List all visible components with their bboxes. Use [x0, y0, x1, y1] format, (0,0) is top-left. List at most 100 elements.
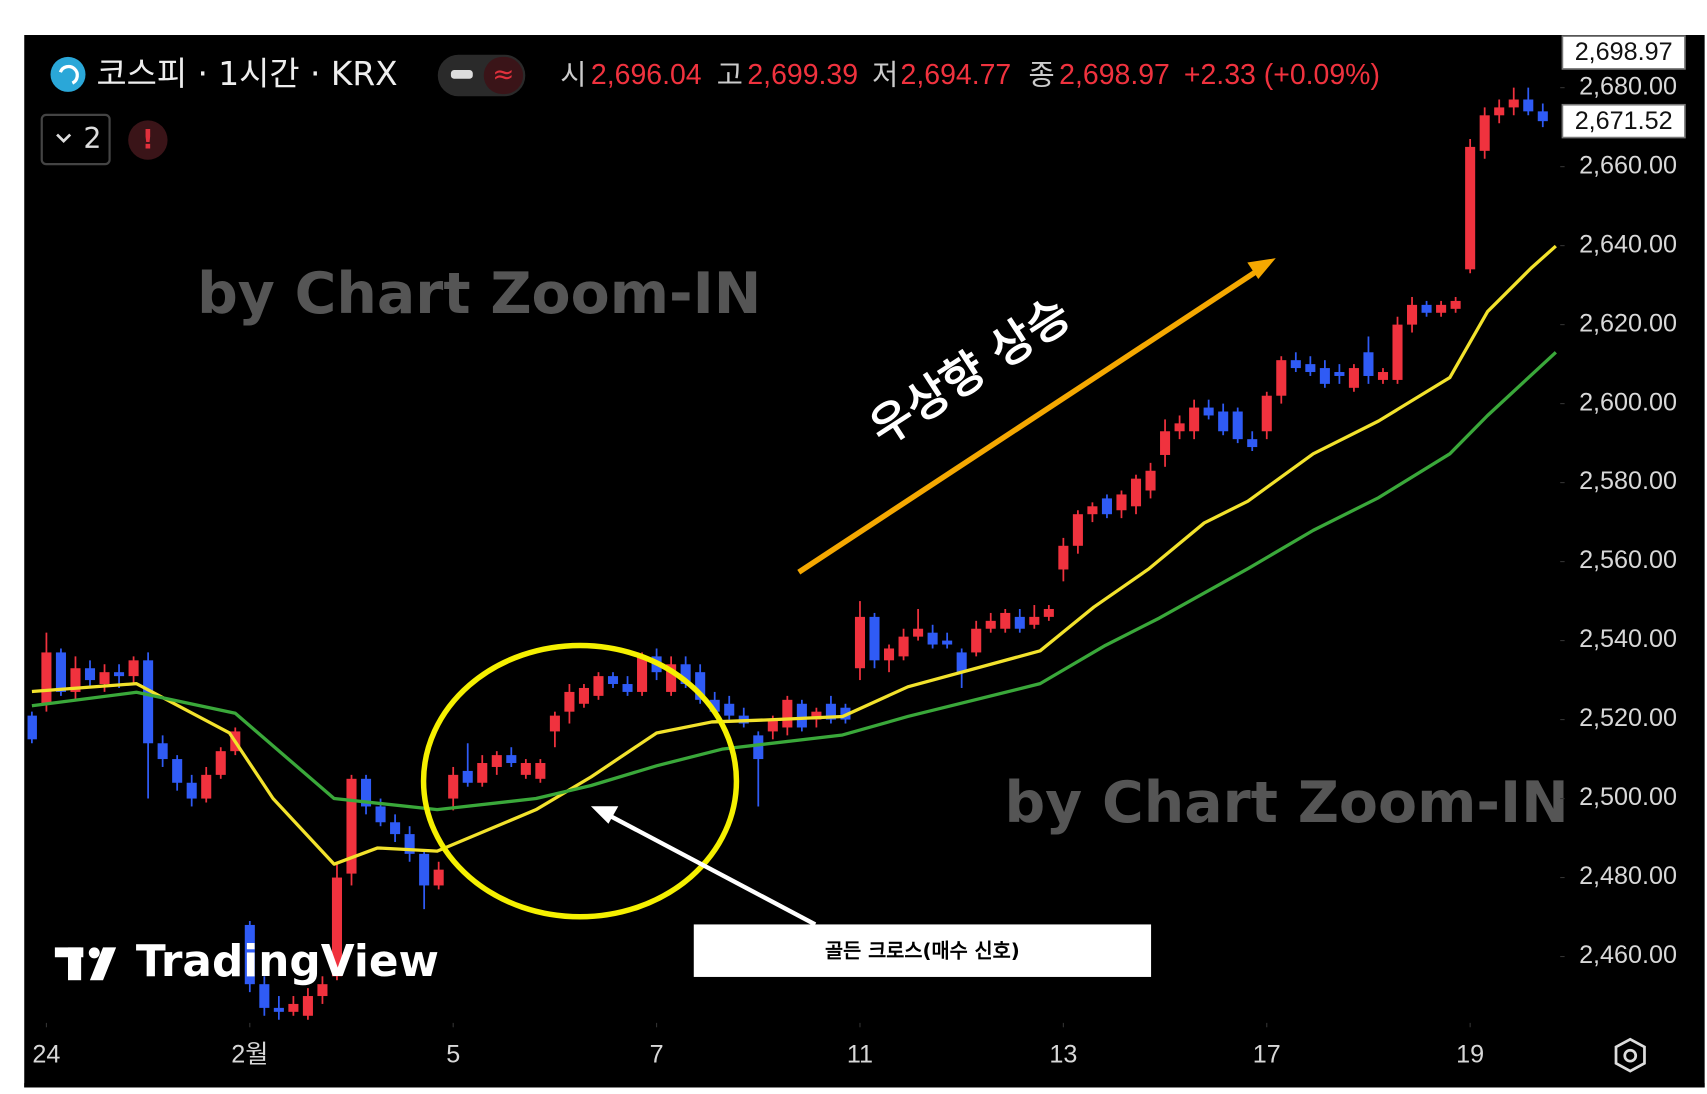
alert-icon[interactable] [128, 120, 168, 160]
candle-body [1072, 514, 1083, 546]
candle-body [1348, 368, 1359, 388]
candle-body [1465, 146, 1476, 270]
candle-body [607, 676, 619, 685]
candle-body [201, 774, 212, 799]
candle-body [1537, 111, 1548, 122]
settings-icon-center [1623, 1048, 1638, 1063]
candle-body [1218, 411, 1229, 432]
candle-body [1392, 324, 1403, 380]
ohlc-label: 종 [1029, 59, 1055, 92]
candle-body [1145, 470, 1156, 491]
candle-body [622, 684, 633, 692]
trend-arrow [797, 267, 1260, 575]
candle-body [331, 877, 343, 977]
y-tick-label: 2,560.00 [1579, 546, 1677, 574]
candle-body [724, 703, 735, 716]
ohlc-label: 고 [717, 59, 743, 92]
candle-body [1523, 99, 1534, 112]
trend-arrowhead [1247, 258, 1276, 279]
candle-body [1130, 478, 1142, 507]
candle-body [1363, 352, 1374, 376]
candle-body [549, 715, 560, 732]
candle-body [535, 763, 546, 779]
candle-body [1494, 107, 1505, 116]
candle-body [491, 755, 502, 767]
annotation-box [693, 924, 1152, 977]
x-tick-label: 19 [1456, 1040, 1484, 1068]
price-tag-label: 2,698.97 [1575, 38, 1673, 66]
y-tick-label: 2,520.00 [1579, 704, 1677, 732]
candle-body [898, 636, 909, 657]
candle-body [1508, 99, 1519, 108]
candle-body [346, 778, 357, 874]
candle-body [114, 672, 125, 677]
candle-body [302, 996, 313, 1016]
highlight-ellipse [420, 642, 740, 920]
y-tick-label: 2,500.00 [1579, 783, 1677, 811]
ohlc-label: 저 [872, 59, 898, 92]
candle-body [753, 735, 764, 760]
candle-body [564, 691, 575, 712]
candle-body [1174, 423, 1185, 432]
candle-body [157, 743, 168, 760]
toggle-icon [450, 70, 473, 79]
candle-body [273, 1007, 284, 1012]
candle-body [462, 770, 473, 783]
y-tick-label: 2,580.00 [1579, 467, 1677, 495]
candle-body [1058, 545, 1069, 570]
ohlc-value: 2,694.77 [901, 59, 1012, 91]
chevron [56, 133, 72, 144]
candle-body [796, 703, 807, 728]
annotation-text: 골든 크로스(매수 신호) [825, 939, 1020, 962]
logo-text: TradingView [136, 936, 439, 987]
watermark: by Chart Zoom-IN [1004, 770, 1568, 836]
price-tag-label: 2,671.52 [1575, 107, 1673, 135]
x-tick-label: 5 [446, 1040, 460, 1068]
y-tick-label: 2,480.00 [1579, 862, 1677, 890]
candle-body [1377, 372, 1389, 380]
candle-body [1160, 431, 1171, 455]
candle-body [27, 715, 37, 740]
y-tick-label: 2,620.00 [1579, 309, 1677, 337]
candle-body [186, 782, 197, 799]
x-tick-label: 2월 [231, 1040, 268, 1068]
moving-average [31, 351, 1557, 812]
candle-body [942, 640, 953, 645]
candle-body [578, 687, 589, 704]
plot-area [27, 87, 1557, 1020]
candle-body [1436, 304, 1447, 313]
moving-average [31, 244, 1557, 866]
indicator-toggle[interactable] [40, 113, 111, 166]
candle-body [317, 984, 328, 997]
candle-body [854, 616, 866, 669]
candle-body [143, 660, 154, 744]
settings-icon[interactable] [1614, 1037, 1646, 1073]
candle-body [1319, 368, 1330, 384]
candle-body [375, 806, 386, 823]
indicator-count: 2 [83, 122, 101, 155]
cross-arrow [607, 813, 817, 927]
candle-body [506, 755, 517, 764]
candle-body [1014, 616, 1025, 629]
candle-body [637, 656, 648, 692]
ohlc-label: 시 [560, 59, 586, 92]
chart-background [24, 35, 1705, 1088]
candle-body [390, 822, 401, 835]
y-tick-label: 2,600.00 [1579, 388, 1677, 416]
candle-body [1101, 498, 1112, 515]
candle-body [956, 652, 967, 673]
candle-body [433, 869, 444, 886]
candle-body [680, 664, 691, 685]
candle-body [869, 616, 880, 661]
candle-body [1029, 616, 1040, 625]
candle-body [782, 699, 793, 728]
candle-body [1232, 411, 1243, 440]
price-tag [1561, 35, 1686, 70]
candle-body [695, 672, 706, 700]
candle-body [1087, 506, 1098, 515]
candle-body [84, 668, 96, 681]
frame-bottom [24, 1083, 1705, 1088]
candle-body [1305, 364, 1316, 373]
candle-body [520, 763, 531, 775]
